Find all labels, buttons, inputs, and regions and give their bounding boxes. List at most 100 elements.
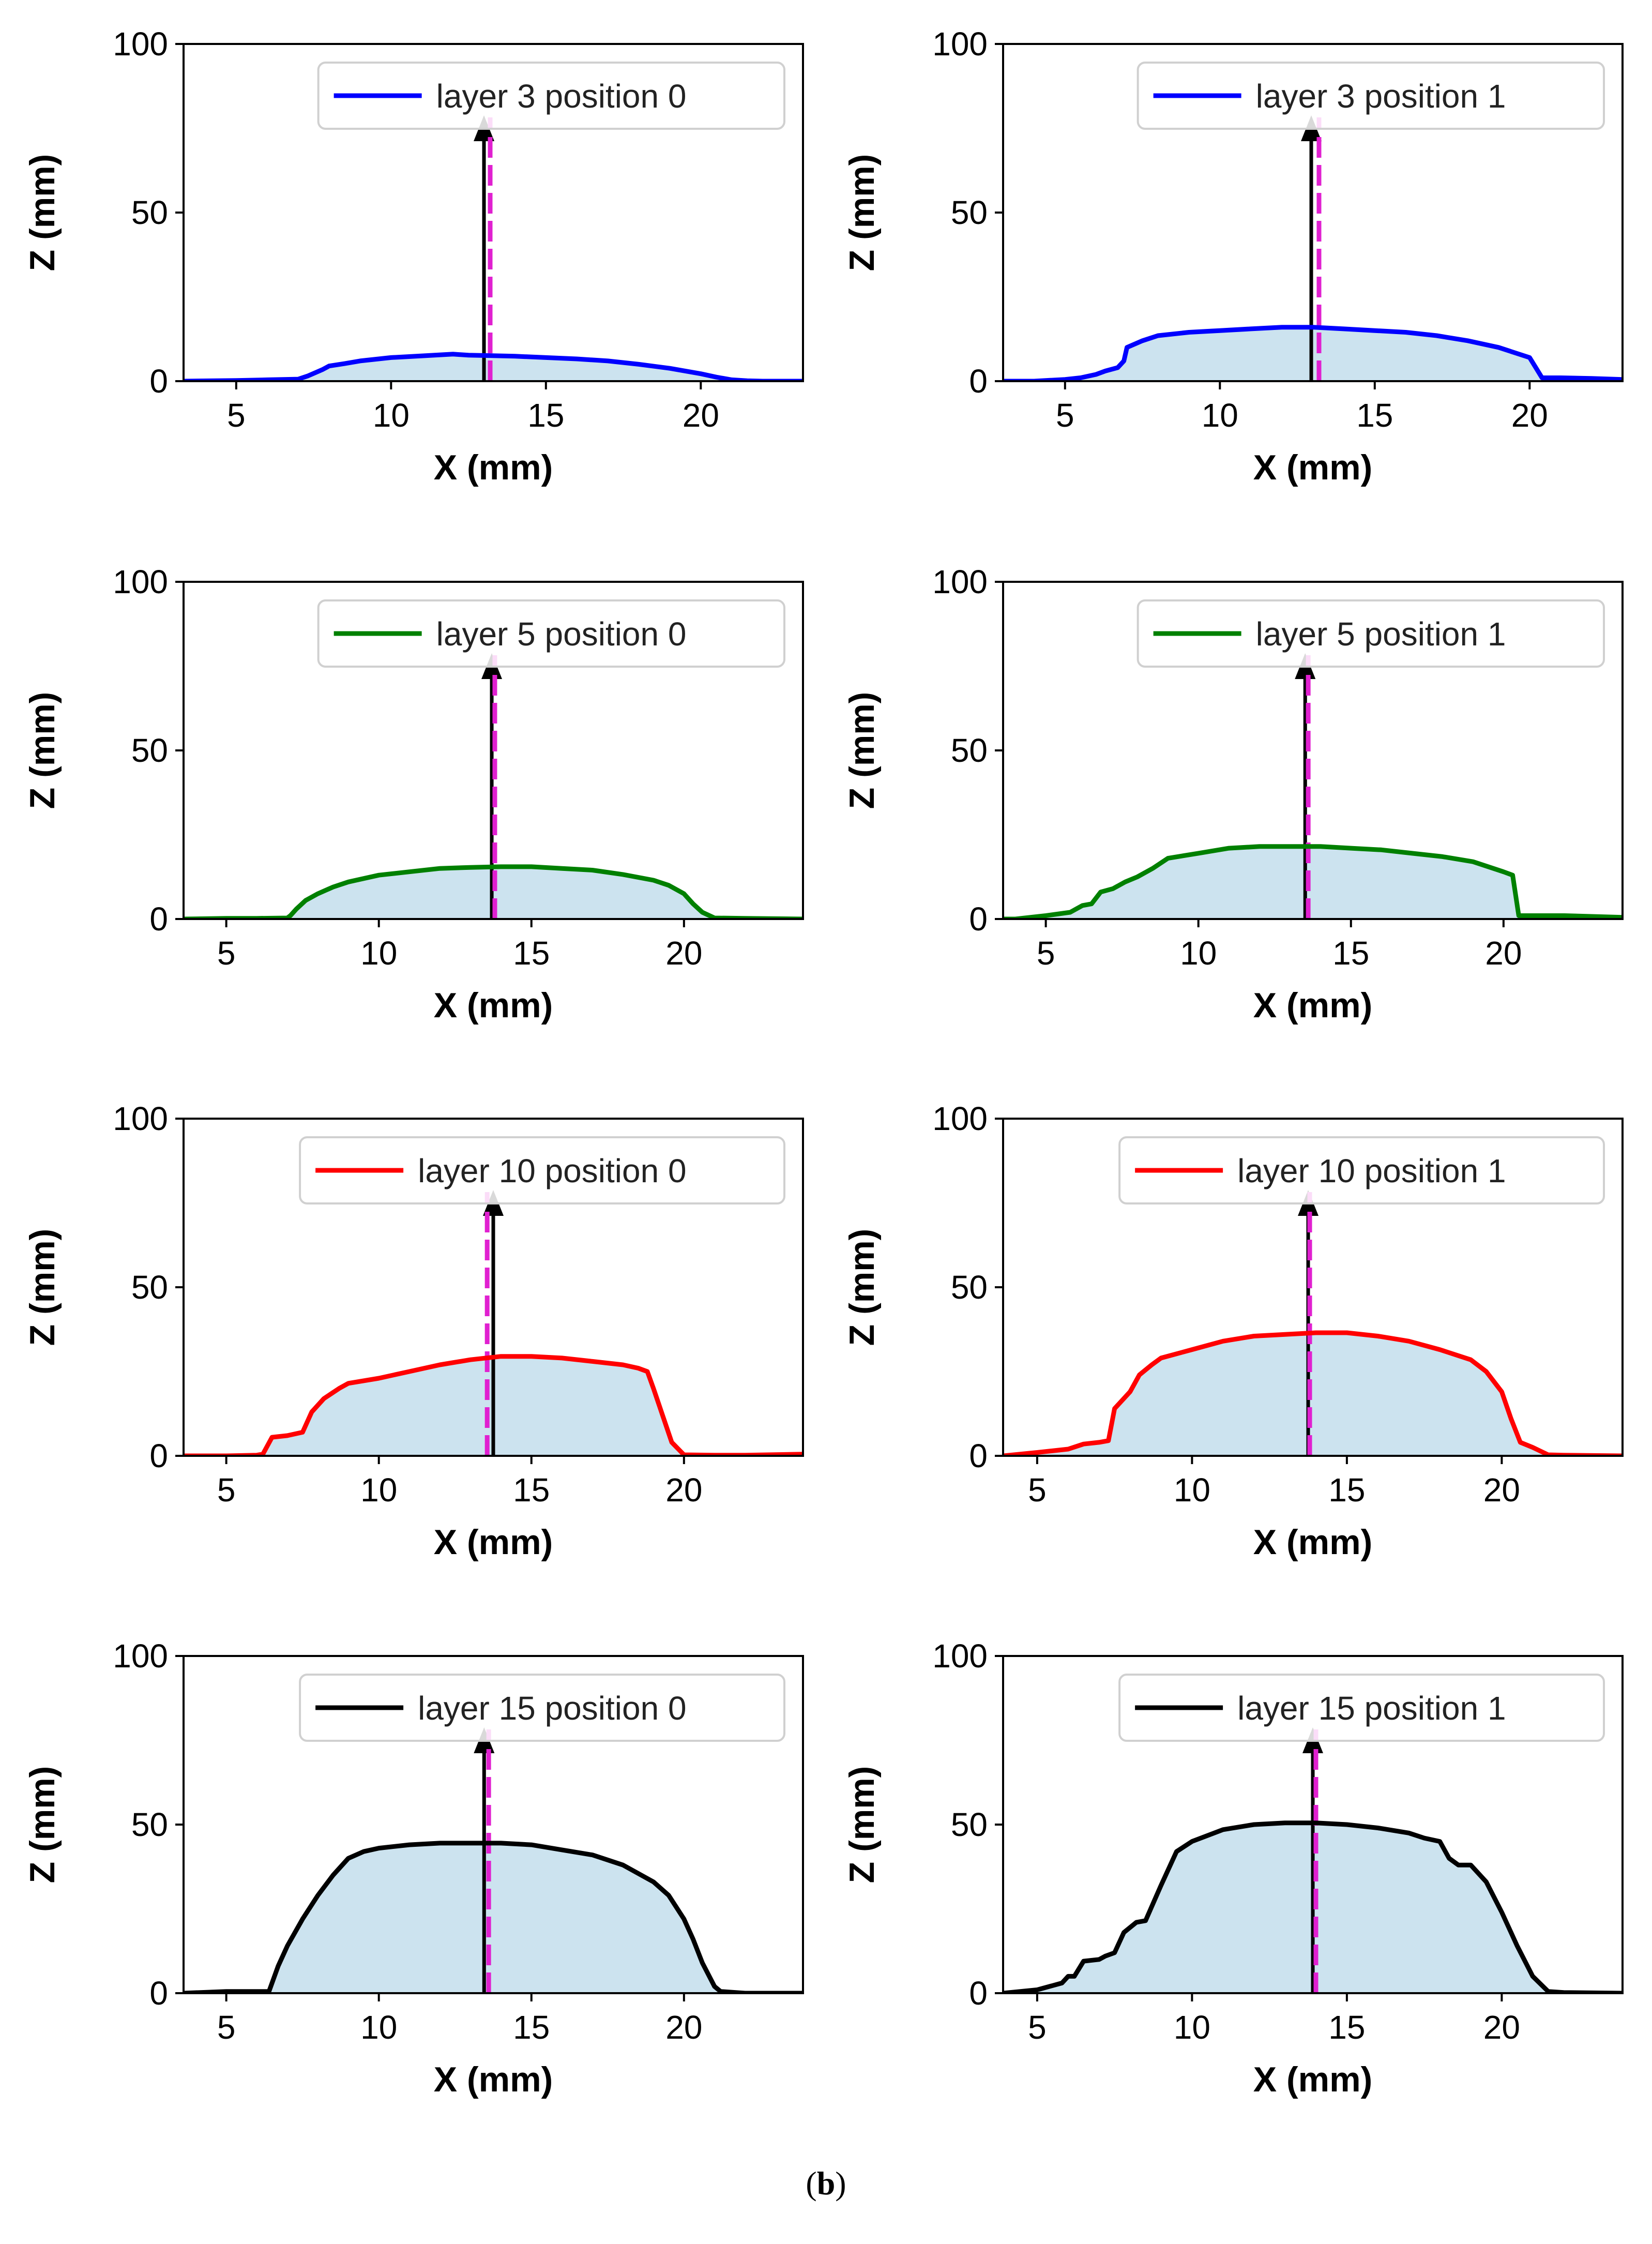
y-tick-label: 100 <box>113 1100 168 1137</box>
y-axis-label: Z (mm) <box>23 154 62 272</box>
y-tick-label: 50 <box>131 1806 168 1843</box>
y-axis-label: Z (mm) <box>23 1766 62 1884</box>
profile-line <box>184 1841 803 1993</box>
y-tick-label: 50 <box>131 1269 168 1306</box>
legend-label: layer 15 position 0 <box>418 1690 686 1727</box>
y-axis-label: Z (mm) <box>842 1229 882 1346</box>
y-tick-label: 50 <box>951 1806 988 1843</box>
profile-area <box>1003 1333 1623 1456</box>
profile-line <box>1003 1330 1623 1456</box>
x-tick-label: 10 <box>360 2009 397 2046</box>
x-tick-label: 15 <box>513 935 550 972</box>
legend-box <box>299 1136 785 1204</box>
profile-line <box>184 864 803 919</box>
chart-panel-8: 5 10 15 20 0 50 100 X (mm) Z (mm) layer 15 positi… <box>842 1637 1624 2099</box>
x-tick-label: 15 <box>1328 2009 1365 2046</box>
x-tick-label: 5 <box>1028 1471 1047 1509</box>
y-tick-label: 0 <box>969 900 988 938</box>
y-tick-label: 100 <box>932 1637 988 1675</box>
legend-label: layer 3 position 0 <box>436 78 687 115</box>
y-tick-label: 100 <box>113 563 168 600</box>
x-tick-label: 20 <box>683 397 719 434</box>
x-tick-label: 5 <box>227 397 246 434</box>
legend-box <box>299 1674 785 1742</box>
chart-panel-4: 5 10 15 20 0 50 100 X (mm) Z (mm) layer 5 positio… <box>842 563 1624 1025</box>
x-tick-label: 5 <box>217 2009 236 2046</box>
x-tick-label: 20 <box>665 1471 702 1509</box>
x-tick-label: 20 <box>1483 1471 1520 1509</box>
x-tick-label: 5 <box>1056 397 1074 434</box>
x-axis-label: X (mm) <box>1253 986 1372 1025</box>
y-axis-label: Z (mm) <box>842 692 882 809</box>
y-axis-label: Z (mm) <box>842 154 882 272</box>
x-axis-label: X (mm) <box>1253 448 1372 487</box>
y-axis-label: Z (mm) <box>23 692 62 809</box>
legend-label: layer 3 position 1 <box>1256 78 1506 115</box>
x-tick-label: 20 <box>1485 935 1522 972</box>
x-tick-label: 15 <box>1356 397 1393 434</box>
legend-label: layer 5 position 0 <box>436 615 687 653</box>
y-tick-label: 50 <box>951 1269 988 1306</box>
x-tick-label: 5 <box>1037 935 1055 972</box>
figure-caption: (b) <box>806 2165 846 2202</box>
x-tick-label: 15 <box>513 1471 550 1509</box>
x-tick-label: 20 <box>1511 397 1548 434</box>
y-tick-label: 0 <box>149 1975 168 2012</box>
y-tick-label: 100 <box>932 25 988 63</box>
x-tick-label: 15 <box>1328 1471 1365 1509</box>
x-tick-label: 15 <box>527 397 564 434</box>
legend-box <box>1118 1136 1605 1204</box>
profile-line <box>184 1354 803 1456</box>
x-axis-label: X (mm) <box>434 1523 553 1562</box>
x-axis-label: X (mm) <box>1253 1523 1372 1562</box>
chart-panel-1: 5 10 15 20 0 50 100 X (mm) Z (mm) layer 3 positio… <box>23 25 804 487</box>
legend-label: layer 10 position 1 <box>1237 1152 1506 1189</box>
y-tick-label: 50 <box>951 732 988 769</box>
x-axis-label: X (mm) <box>1253 2060 1372 2099</box>
y-tick-label: 0 <box>969 1975 988 2012</box>
legend-box <box>317 599 785 668</box>
chart-panel-3: 5 10 15 20 0 50 100 X (mm) Z (mm) layer 5 positio… <box>23 563 804 1025</box>
x-tick-label: 20 <box>665 2009 702 2046</box>
profile-line <box>1003 1820 1623 1993</box>
x-tick-label: 5 <box>217 1471 236 1509</box>
x-axis-label: X (mm) <box>434 448 553 487</box>
x-tick-label: 10 <box>1174 1471 1210 1509</box>
y-tick-label: 50 <box>131 194 168 231</box>
x-axis-label: X (mm) <box>434 986 553 1025</box>
y-tick-label: 0 <box>149 900 168 938</box>
y-tick-label: 50 <box>951 194 988 231</box>
caption-letter: b <box>816 2165 836 2202</box>
x-tick-label: 10 <box>360 1471 397 1509</box>
x-tick-label: 20 <box>665 935 702 972</box>
chart-panel-7: 5 10 15 20 0 50 100 X (mm) Z (mm) layer 15 positi… <box>23 1637 804 2099</box>
x-tick-label: 10 <box>1180 935 1217 972</box>
x-tick-label: 15 <box>1332 935 1369 972</box>
y-tick-label: 50 <box>131 732 168 769</box>
legend-box <box>1136 599 1605 668</box>
legend-box <box>1136 62 1605 130</box>
y-tick-label: 100 <box>113 25 168 63</box>
x-tick-label: 5 <box>217 935 236 972</box>
legend-box <box>317 62 785 130</box>
x-tick-label: 15 <box>513 2009 550 2046</box>
y-tick-label: 100 <box>932 563 988 600</box>
x-tick-label: 20 <box>1483 2009 1520 2046</box>
y-tick-label: 0 <box>149 1437 168 1474</box>
profile-line <box>1003 844 1623 919</box>
chart-panel-6: 5 10 15 20 0 50 100 X (mm) Z (mm) layer 10 positi… <box>842 1100 1624 1562</box>
x-tick-label: 10 <box>360 935 397 972</box>
chart-panel-2: 5 10 15 20 0 50 100 X (mm) Z (mm) layer 3 positio… <box>842 25 1624 487</box>
y-tick-label: 0 <box>149 363 168 400</box>
profile-area <box>1003 846 1623 919</box>
chart-panel-5: 5 10 15 20 0 50 100 X (mm) Z (mm) layer 10 positi… <box>23 1100 804 1562</box>
x-tick-label: 10 <box>1174 2009 1210 2046</box>
legend-box <box>1118 1674 1605 1742</box>
profile-area <box>184 354 803 381</box>
y-axis-label: Z (mm) <box>842 1766 882 1884</box>
legend-label: layer 10 position 0 <box>418 1152 686 1189</box>
profile-line <box>1003 325 1623 381</box>
legend-label: layer 15 position 1 <box>1237 1690 1506 1727</box>
legend-label: layer 5 position 1 <box>1256 615 1506 653</box>
